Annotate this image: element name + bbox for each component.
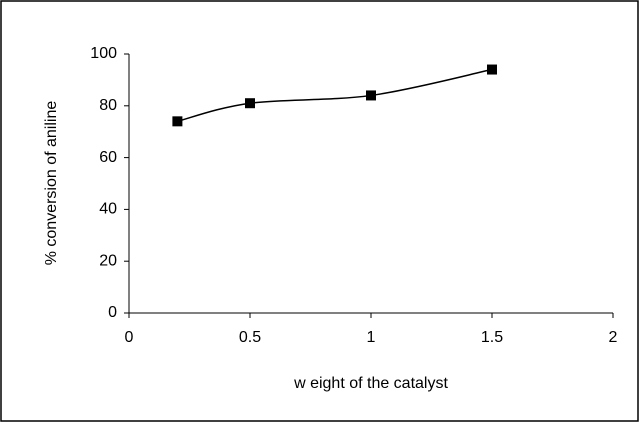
data-point — [366, 90, 376, 101]
data-point — [245, 98, 255, 109]
y-tick-label: 20 — [99, 252, 117, 269]
x-tick-label: 1.5 — [481, 329, 503, 346]
y-tick-label: 80 — [99, 97, 117, 114]
x-axis-label: w eight of the catalyst — [293, 375, 448, 392]
data-point — [172, 116, 183, 127]
y-tick-label: 60 — [99, 149, 117, 166]
x-tick-label: 1 — [367, 329, 376, 346]
data-line — [177, 68, 493, 123]
y-tick-label: 0 — [108, 304, 117, 321]
x-tick-label: 0 — [125, 329, 134, 346]
x-tick-label: 2 — [609, 329, 618, 346]
x-tick-label: 0.5 — [239, 329, 261, 346]
y-tick-label: 40 — [99, 201, 117, 218]
y-axis-label: % conversion of aniline — [43, 101, 60, 266]
data-point — [487, 64, 497, 75]
y-tick-label: 100 — [90, 45, 117, 62]
